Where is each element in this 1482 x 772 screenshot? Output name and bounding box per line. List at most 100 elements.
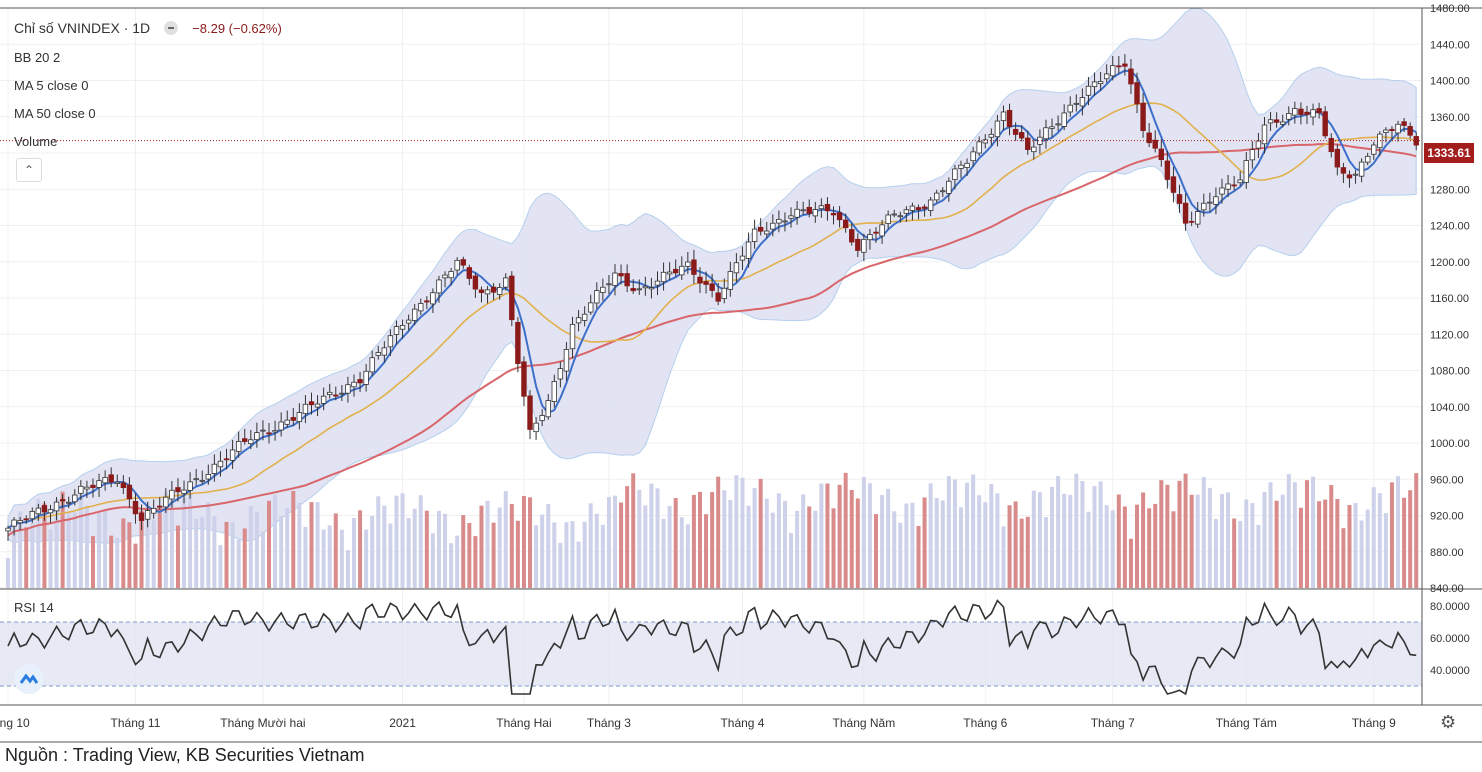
legend-ma50[interactable]: MA 50 close 0 — [14, 106, 96, 121]
candle-body — [946, 180, 952, 194]
candle-body — [375, 352, 381, 356]
candle-body — [666, 271, 673, 275]
candle-body — [339, 392, 345, 395]
volume-bar — [1043, 517, 1048, 588]
candle-body — [1018, 132, 1025, 139]
volume-bar — [1341, 528, 1346, 588]
volume-bar — [6, 558, 10, 588]
price-tick-label: 960.00 — [1430, 474, 1464, 486]
time-tick-label: Tháng 7 — [1091, 716, 1135, 730]
candle-body — [921, 206, 928, 209]
candle-body — [509, 275, 515, 321]
volume-bar — [989, 483, 994, 588]
volume-bar — [1116, 494, 1121, 588]
volume-bar — [995, 493, 1000, 588]
volume-bar — [163, 492, 168, 588]
volume-bar — [1371, 487, 1376, 588]
volume-bar — [1402, 497, 1407, 588]
candle-body — [411, 308, 418, 321]
candle-body — [976, 141, 982, 154]
volume-bar — [467, 523, 472, 588]
volume-bar — [1304, 480, 1309, 588]
volume-bar — [1292, 482, 1297, 588]
candle-body — [1267, 119, 1274, 124]
volume-bar — [1013, 501, 1018, 588]
price-tick-label: 1480.00 — [1430, 3, 1470, 15]
candle-body — [691, 259, 697, 275]
volume-bar — [1396, 476, 1401, 588]
volume-bar — [1359, 520, 1364, 588]
volume-bar — [971, 474, 976, 588]
candle-body — [108, 474, 114, 483]
volume-bar — [849, 490, 854, 588]
candle-body — [903, 209, 910, 214]
volume-bar — [400, 493, 405, 588]
volume-bar — [691, 494, 696, 588]
candle-body — [812, 209, 819, 217]
volume-bar — [103, 509, 108, 588]
candle-body — [1298, 108, 1304, 115]
candle-body — [436, 279, 442, 294]
volume-bar — [430, 533, 435, 588]
candle-body — [1116, 65, 1122, 68]
volume-bar — [279, 516, 284, 588]
candle-body — [1249, 149, 1256, 161]
candle-body — [1328, 138, 1334, 153]
candle-body — [1322, 111, 1328, 137]
candle-body — [648, 287, 655, 290]
candle-body — [1012, 128, 1019, 135]
volume-bar — [874, 514, 879, 588]
legend-bb[interactable]: BB 20 2 — [14, 50, 61, 65]
candle-body — [1310, 109, 1316, 118]
candle-body — [72, 494, 78, 503]
rsi-label[interactable]: RSI 14 — [14, 600, 54, 615]
volume-bar — [133, 543, 138, 588]
volume-bar — [1122, 506, 1127, 588]
price-tick-label: 920.00 — [1430, 511, 1464, 523]
volume-bar — [236, 539, 241, 588]
candle-body — [1195, 211, 1201, 225]
candle-body — [17, 519, 23, 524]
visibility-eye-icon[interactable] — [164, 21, 179, 35]
candle-body — [982, 139, 988, 144]
volume-bar — [1347, 505, 1352, 588]
legend-ma5[interactable]: MA 5 close 0 — [14, 78, 89, 93]
candle-body — [1407, 126, 1413, 136]
candle-body — [254, 432, 260, 441]
volume-bar — [424, 510, 429, 588]
candle-body — [1110, 65, 1116, 77]
legend-volume[interactable]: Volume — [14, 134, 58, 149]
candle-body — [387, 335, 394, 348]
candle-body — [357, 379, 363, 384]
volume-bar — [1377, 493, 1382, 588]
volume-bar — [1159, 480, 1164, 588]
candle-body — [1152, 139, 1158, 149]
volume-bar — [412, 508, 417, 588]
volume-bar — [370, 516, 375, 588]
candle-body — [248, 439, 254, 445]
rsi-tick-label: 40.0000 — [1430, 665, 1470, 677]
candle-body — [23, 518, 29, 521]
candle-body — [496, 287, 503, 295]
candle-body — [35, 507, 42, 515]
price-tick-label: 1120.00 — [1430, 329, 1469, 341]
volume-bar — [1128, 538, 1133, 588]
candle-body — [490, 286, 497, 293]
candle-body — [1043, 127, 1049, 140]
volume-bar — [1201, 476, 1206, 588]
candle-body — [430, 292, 436, 305]
tradingview-logo-icon[interactable] — [14, 664, 44, 694]
volume-bar — [813, 510, 818, 588]
volume-bar — [473, 536, 478, 588]
candle-body — [1383, 129, 1389, 133]
settings-gear-icon[interactable]: ⚙ — [1440, 712, 1457, 732]
volume-bar — [436, 510, 441, 588]
candle-body — [515, 321, 521, 365]
candle-body — [1358, 161, 1365, 177]
volume-bar — [934, 497, 939, 588]
collapse-chevron-icon[interactable]: ⌃ — [16, 158, 42, 182]
candle-body — [84, 486, 90, 490]
candle-body — [211, 463, 218, 474]
candle-body — [454, 259, 460, 271]
candle-body — [1261, 124, 1268, 145]
